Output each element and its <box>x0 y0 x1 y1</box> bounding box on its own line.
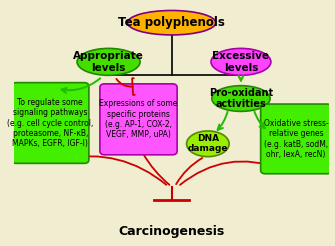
Text: Carcinogenesis: Carcinogenesis <box>119 225 225 238</box>
Ellipse shape <box>128 11 216 35</box>
Text: DNA
damage: DNA damage <box>188 134 228 154</box>
FancyBboxPatch shape <box>12 83 89 163</box>
Ellipse shape <box>77 48 140 75</box>
Text: Pro-oxidant
activities: Pro-oxidant activities <box>209 88 273 109</box>
Ellipse shape <box>187 131 229 157</box>
Text: Appropriate
levels: Appropriate levels <box>73 51 144 73</box>
Ellipse shape <box>212 86 270 111</box>
Text: Oxidative stress-
relative genes
(e.g. katB, sodM,
ohr, lexA, recN): Oxidative stress- relative genes (e.g. k… <box>264 119 329 159</box>
FancyBboxPatch shape <box>100 84 177 155</box>
Text: Tea polyphenols: Tea polyphenols <box>118 16 225 29</box>
FancyBboxPatch shape <box>261 104 332 174</box>
Ellipse shape <box>211 48 271 75</box>
Text: Expressions of some
specific proteins
(e.g. AP-1, COX-2,
VEGF, MMP, uPA): Expressions of some specific proteins (e… <box>99 99 178 139</box>
Text: To regulate some
signaling pathways
(e.g. cell cycle control,
proteasome, NF-κB,: To regulate some signaling pathways (e.g… <box>7 98 93 148</box>
Text: Excessive
levels: Excessive levels <box>212 51 269 73</box>
